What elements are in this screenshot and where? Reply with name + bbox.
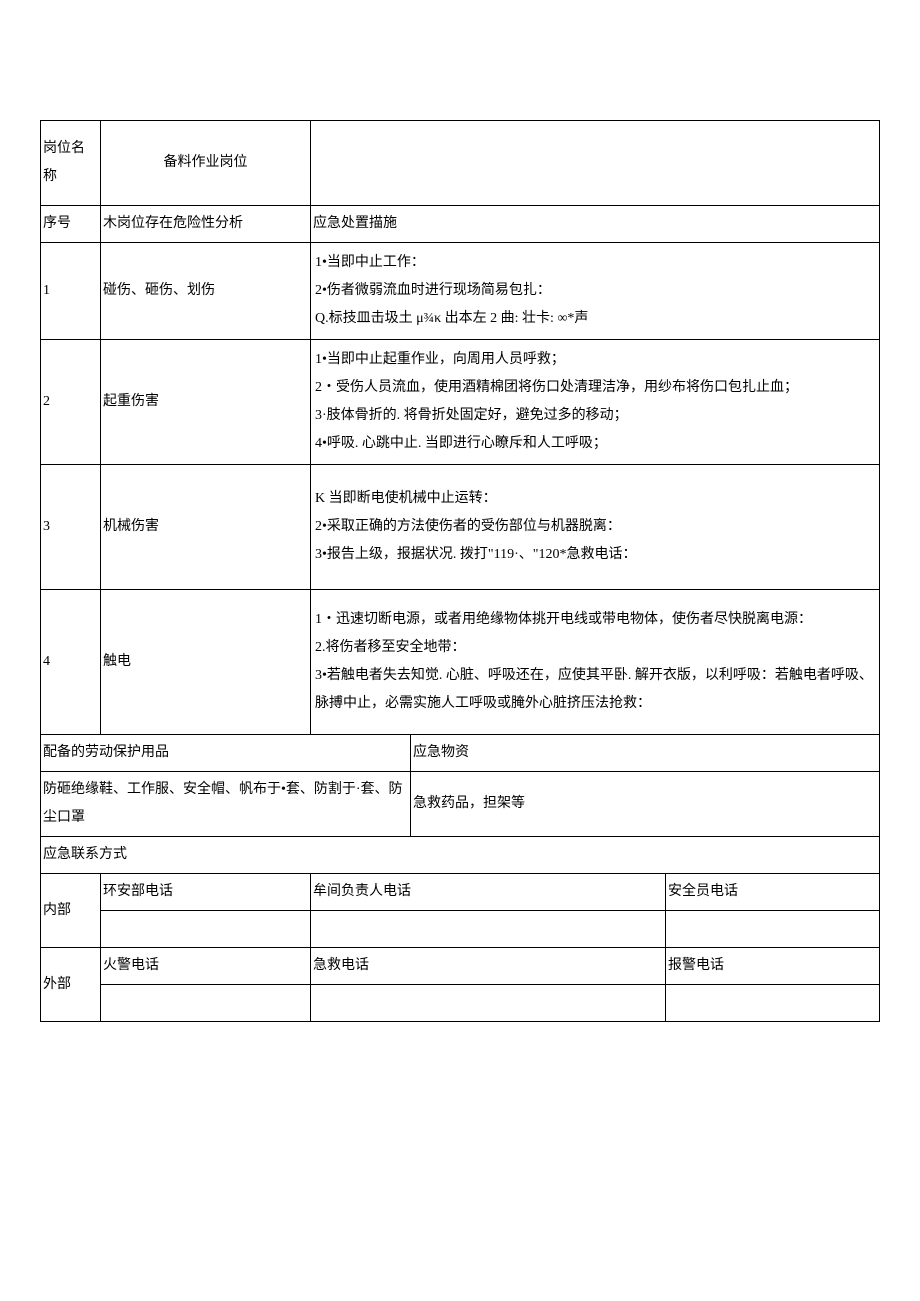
internal-c3: 安全员电话: [666, 874, 880, 911]
external-c3: 报警电话: [666, 948, 880, 985]
risk-row-2: 2 起重伤害 1•当即中止起重作业，向周用人员呼救；2・受伤人员流血，使用酒精棉…: [41, 340, 880, 465]
ppe-header-row: 配备的劳动保护用品 应急物资: [41, 735, 880, 772]
external-v3[interactable]: [666, 985, 880, 1022]
position-value: 备料作业岗位: [101, 121, 311, 206]
contact-title: 应急联系方式: [41, 837, 880, 874]
external-v1[interactable]: [101, 985, 311, 1022]
risk-4: 触电: [101, 590, 311, 735]
ppe-value: 防砸绝缘鞋、工作服、安全帽、帆布于•套、防割于·套、防尘口罩: [41, 772, 411, 837]
seq-3: 3: [41, 465, 101, 590]
position-label: 岗位名称: [41, 121, 101, 206]
internal-v1[interactable]: [101, 911, 311, 948]
internal-contact-header-row: 内部 环安部电话 牟间负责人电话 安全员电话: [41, 874, 880, 911]
external-label: 外部: [41, 948, 101, 1022]
safety-form-table: 岗位名称 备料作业岗位 序号 木岗位存在危险性分析 应急处置描施 1 碰伤、砸伤…: [40, 120, 880, 1022]
supply-label: 应急物资: [411, 735, 880, 772]
internal-c2: 牟间负责人电话: [311, 874, 666, 911]
risk-header: 木岗位存在危险性分析: [101, 206, 311, 243]
risk-2: 起重伤害: [101, 340, 311, 465]
supply-value: 急救药品，担架等: [411, 772, 880, 837]
measure-2: 1•当即中止起重作业，向周用人员呼救；2・受伤人员流血，使用酒精棉团将伤口处清理…: [311, 340, 880, 465]
ppe-label: 配备的劳动保护用品: [41, 735, 411, 772]
internal-v3[interactable]: [666, 911, 880, 948]
ppe-value-row: 防砸绝缘鞋、工作服、安全帽、帆布于•套、防割于·套、防尘口罩 急救药品，担架等: [41, 772, 880, 837]
measure-1: 1•当即中止工作：2•伤者微弱流血时进行现场简易包扎：Q.标技皿击圾土 μ¾κ …: [311, 243, 880, 340]
measure-header: 应急处置描施: [311, 206, 880, 243]
external-contact-value-row: [41, 985, 880, 1022]
seq-header: 序号: [41, 206, 101, 243]
internal-label: 内部: [41, 874, 101, 948]
external-contact-header-row: 外部 火警电话 急救电话 报警电话: [41, 948, 880, 985]
external-c1: 火警电话: [101, 948, 311, 985]
position-blank: [311, 121, 880, 206]
external-v2[interactable]: [311, 985, 666, 1022]
internal-v2[interactable]: [311, 911, 666, 948]
seq-4: 4: [41, 590, 101, 735]
risk-row-4: 4 触电 1・迅速切断电源，或者用绝缘物体挑开电线或带电物体，使伤者尽快脱离电源…: [41, 590, 880, 735]
internal-contact-value-row: [41, 911, 880, 948]
risk-row-1: 1 碰伤、砸伤、划伤 1•当即中止工作：2•伤者微弱流血时进行现场简易包扎：Q.…: [41, 243, 880, 340]
measure-3: K 当即断电使机械中止运转：2•采取正确的方法使伤者的受伤部位与机器脱离：3•报…: [311, 465, 880, 590]
risk-row-3: 3 机械伤害 K 当即断电使机械中止运转：2•采取正确的方法使伤者的受伤部位与机…: [41, 465, 880, 590]
external-c2: 急救电话: [311, 948, 666, 985]
risk-1: 碰伤、砸伤、划伤: [101, 243, 311, 340]
contact-title-row: 应急联系方式: [41, 837, 880, 874]
seq-2: 2: [41, 340, 101, 465]
header-position-row: 岗位名称 备料作业岗位: [41, 121, 880, 206]
seq-1: 1: [41, 243, 101, 340]
internal-c1: 环安部电话: [101, 874, 311, 911]
column-header-row: 序号 木岗位存在危险性分析 应急处置描施: [41, 206, 880, 243]
measure-4: 1・迅速切断电源，或者用绝缘物体挑开电线或带电物体，使伤者尽快脱离电源：2.将伤…: [311, 590, 880, 735]
risk-3: 机械伤害: [101, 465, 311, 590]
